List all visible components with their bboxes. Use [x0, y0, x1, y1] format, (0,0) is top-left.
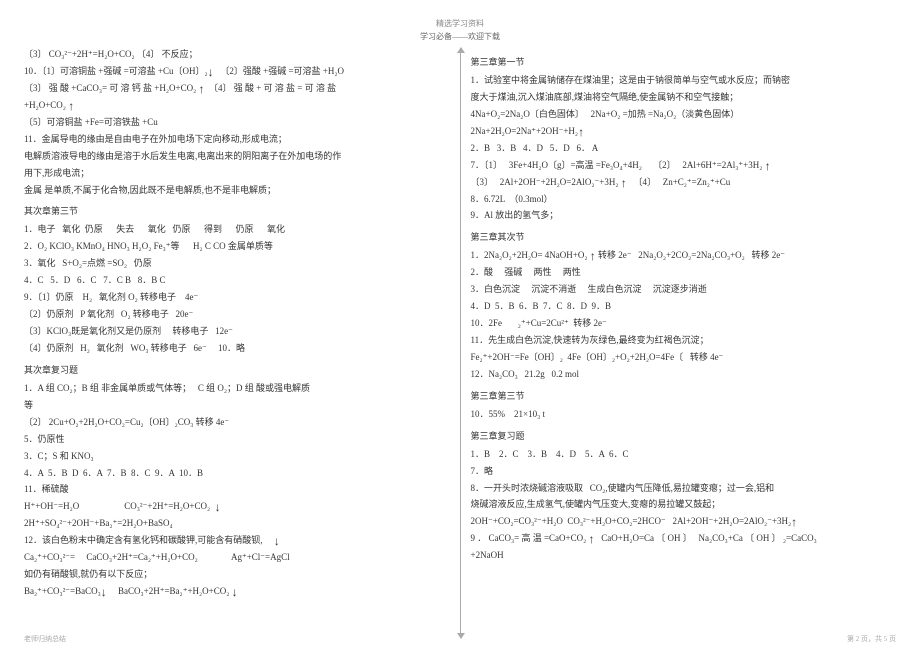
- text-line: Ca₂⁺+CO₃²⁻= CaCO₃+2H⁺=Ca₂⁺+H₂O+CO₂ Ag⁺+C…: [24, 551, 450, 565]
- text-line: 金属 是单质,不属于化合物,因此既不是电解质,也不是非电解质；: [24, 184, 450, 198]
- section-heading: 第三章第一节: [471, 56, 897, 70]
- section-heading: 其次章复习题: [24, 364, 450, 378]
- section-heading: 第三章复习题: [471, 430, 897, 444]
- text-line: 1．试验室中将金属钠储存在煤油里；这是由于钠很简单与空气或水反应；而钠密: [471, 74, 897, 88]
- text-line: 2Na+2H₂O=2Na⁺+2OH⁻+H₂↑: [471, 125, 897, 139]
- text-line: 3．氧化 S+O₂=点燃 =SO₂ 仍原: [24, 257, 450, 271]
- text-line: 〔3〕 CO₃²⁻+2H⁺=H₂O+CO₂ 〔4〕 不反应；: [24, 48, 450, 62]
- section-heading: 其次章第三节: [24, 205, 450, 219]
- text-line: 4Na+O₂=2Na₂O〔白色固体〕 2Na+O₂ =加热 =Na₂O₂（淡黄色…: [471, 108, 897, 122]
- text-line: 5．仍原性: [24, 433, 450, 447]
- text-line: 3．白色沉淀 沉淀不消逝 生成白色沉淀 沉淀逐步消逝: [471, 283, 897, 297]
- column-divider: [460, 48, 461, 638]
- text-line: 〔3〕 2Al+2OH⁻+2H₂O=2AlO₂⁻+3H₂ ↑ 〔4〕 Zn+C₂…: [471, 176, 897, 190]
- text-line: 2．B 3．B 4．D 5．D 6． A: [471, 142, 897, 156]
- text-line: 11．先生成白色沉淀,快速转为灰绿色,最终变为红褐色沉淀；: [471, 334, 897, 348]
- sub-header: 学习必备——欢迎下载: [24, 31, 896, 42]
- text-line: 如仍有硝酸钡,就仍有以下反应；: [24, 568, 450, 582]
- text-line: 11．金属导电的缘由是自由电子在外加电场下定向移动,形成电流；: [24, 133, 450, 147]
- text-line: 度大于煤油,沉入煤油底部,煤油将空气隔绝,使金属钠不和空气接触；: [471, 91, 897, 105]
- footer-right: 第 2 页，共 5 页: [847, 634, 896, 644]
- text-line: 7．略: [471, 465, 897, 479]
- text-line: 10．55% 21×10₃ t: [471, 408, 897, 422]
- text-line: 4．C 5．D 6．C 7．C B 8．B C: [24, 274, 450, 288]
- text-line: 〔3〕KClO₃既是氧化剂又是仍原剂 转移电子 12e⁻: [24, 325, 450, 339]
- text-line: 2．酸 强碱 两性 两性: [471, 266, 897, 280]
- text-line: 2OH⁻+CO₂=CO₃²⁻+H₂O CO₃²⁻+H₂O+CO₂=2HCO⁻ 2…: [471, 515, 897, 529]
- text-line: 1．电子 氧化 仍原 失去 氧化 仍原 得到 仍原 氧化: [24, 223, 450, 237]
- section-heading: 第三章第三节: [471, 390, 897, 404]
- section-heading: 第三章其次节: [471, 231, 897, 245]
- footer-left: 老师归纳总结: [24, 634, 66, 644]
- text-line: 9．〔1〕仍原 H₂ 氧化剂 O₂ 转移电子 4e⁻: [24, 291, 450, 305]
- text-line: H⁺+OH⁻=H₂O CO₃²⁻+2H⁺=H₂O+CO₂ ↓: [24, 500, 450, 514]
- text-line: 10．2Fe ₂⁺+Cu=2Cu²⁺ 转移 2e⁻: [471, 317, 897, 331]
- text-line: 〔5〕可溶铜盐 +Fe=可溶铁盐 +Cu: [24, 116, 450, 130]
- text-line: 9．Al 放出的氢气多；: [471, 209, 897, 223]
- text-line: +2NaOH: [471, 549, 897, 563]
- text-line: 〔2〕 2Cu+O₂+2H₂O+CO₂=Cu₂〔OH〕₂CO₃ 转移 4e⁻: [24, 416, 450, 430]
- text-line: 12．Na₂CO₃ 21.2g 0.2 mol: [471, 368, 897, 382]
- text-line: 等: [24, 399, 450, 413]
- text-line: 〔4〕仍原剂 H₂ 氧化剂 WO₃ 转移电子 6e⁻ 10．略: [24, 342, 450, 356]
- text-line: 11．稀硫酸: [24, 483, 450, 497]
- right-column: 第三章第一节 1．试验室中将金属钠储存在煤油里；这是由于钠很简单与空气或水反应；而…: [471, 48, 897, 638]
- text-line: Fe₂⁺+2OH⁻=Fe〔OH〕₂ 4Fe〔OH〕₂+O₂+2H₂O=4Fe〔 …: [471, 351, 897, 365]
- text-line: 8．6.72L （0.3mol）: [471, 193, 897, 207]
- text-line: 1．2Na₂O₂+2H₂O= 4NaOH+O₂ ↑ 转移 2e⁻ 2Na₂O₂+…: [471, 249, 897, 263]
- text-line: 9 ． CaCO₃= 高 温 =CaO+CO₂ ↑ CaO+H₂O=Ca 〔 O…: [471, 532, 897, 546]
- text-line: +H₂O+CO₂ ↑: [24, 99, 450, 113]
- text-line: 1．B 2．C 3．B 4．D 5．A 6．C: [471, 448, 897, 462]
- text-line: 电解质溶液导电的缘由是溶于水后发生电离,电离出来的阴阳离子在外加电场的作: [24, 150, 450, 164]
- text-line: 2．O₂ KClO₃ KMnO₄ HNO₃ H₂O₂ Fe₃⁺等 H₂ C CO…: [24, 240, 450, 254]
- top-header: 精选学习资料: [24, 18, 896, 29]
- text-line: 〔2〕仍原剂 P 氧化剂 O₂ 转移电子 20e⁻: [24, 308, 450, 322]
- text-line: 4．A 5．B D 6．A 7．B 8．C 9．A 10．B: [24, 467, 450, 481]
- text-line: 12．该白色粉末中确定含有氢化钙和碳酸钾,可能含有硝酸钡, ↓: [24, 534, 450, 548]
- text-line: 4．D 5．B 6．B 7．C 8．D 9．B: [471, 300, 897, 314]
- left-column: 〔3〕 CO₃²⁻+2H⁺=H₂O+CO₂ 〔4〕 不反应； 10．〔1〕可溶铜盐…: [24, 48, 450, 638]
- text-line: 7．〔1〕 3Fe+4H₂O〔g〕=高温 =Fe₃O₄+4H₂ 〔2〕 2Al+…: [471, 159, 897, 173]
- text-line: 2H⁺+SO₄²⁻+2OH⁻+Ba₂⁺=2H₂O+BaSO₄: [24, 517, 450, 531]
- text-line: 8．一开头时浓烧碱溶液吸取 CO₂,使罐内气压降低,易拉罐变瘪；过一会,铝和: [471, 482, 897, 496]
- text-line: 3．C；S 和 KNO₃: [24, 450, 450, 464]
- text-line: 用下,形成电流；: [24, 167, 450, 181]
- two-column-layout: 〔3〕 CO₃²⁻+2H⁺=H₂O+CO₂ 〔4〕 不反应； 10．〔1〕可溶铜盐…: [24, 48, 896, 638]
- text-line: 烧碱溶液反应,生成氢气,使罐内气压变大,变瘪的易拉罐又鼓起；: [471, 498, 897, 512]
- text-line: 〔3〕 强 酸 +CaCO₃= 可 溶 钙 盐 +H₂O+CO₂ ↑ 〔4〕 强…: [24, 82, 450, 96]
- text-line: 1．A 组 CO₂；B 组 非金属单质或气体等； C 组 O₂；D 组 酸或强电…: [24, 382, 450, 396]
- text-line: Ba₂⁺+CO₃²⁻=BaCO₃↓ BaCO₃+2H⁺=Ba₂⁺+H₂O+CO₂…: [24, 585, 450, 599]
- text-line: 10．〔1〕可溶铜盐 +强碱 =可溶盐 +Cu〔OH〕₂↓ 〔2〕强酸 +强碱 …: [24, 65, 450, 79]
